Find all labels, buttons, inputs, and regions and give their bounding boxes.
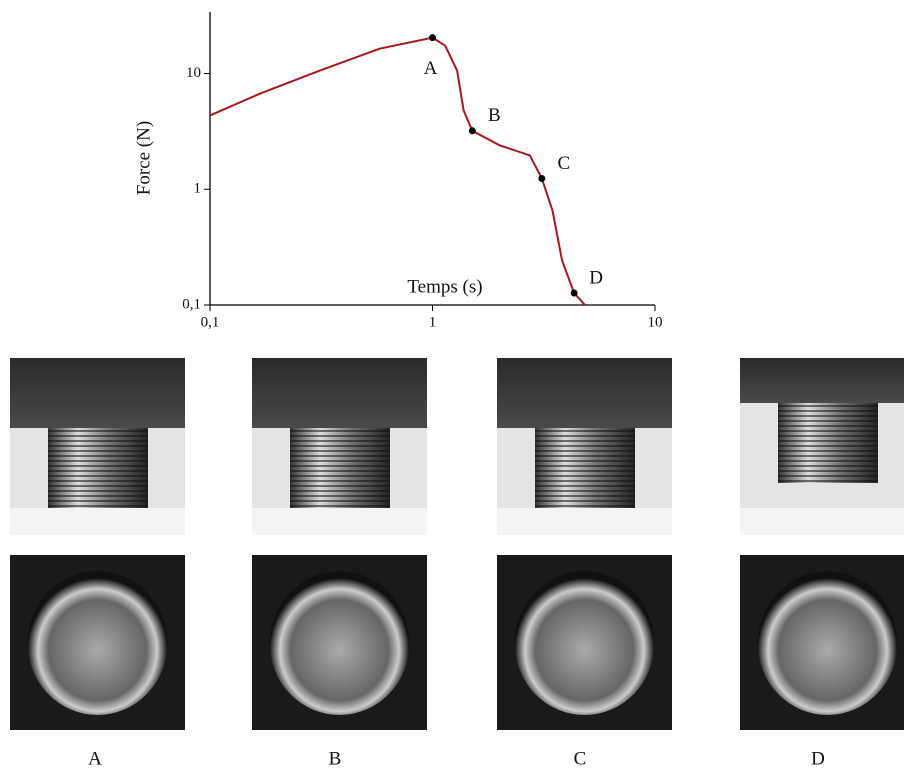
base-glow	[740, 508, 904, 535]
base-glow	[252, 508, 427, 535]
point-marker	[429, 34, 436, 42]
sample-dish	[27, 571, 168, 715]
point-label: B	[488, 105, 501, 126]
x-tick-label: 10	[648, 314, 663, 330]
photo-column	[740, 358, 904, 730]
x-tick-label: 1	[429, 314, 437, 330]
probe-threads	[48, 428, 148, 508]
point-label: D	[589, 267, 603, 288]
force-curve	[209, 36, 586, 306]
point-label: C	[557, 153, 570, 174]
point-marker	[468, 127, 476, 135]
x-tick-label: 0,1	[201, 314, 220, 330]
point-marker	[570, 289, 578, 297]
y-tick-label: 0,1	[182, 296, 201, 312]
y-tick-label: 1	[194, 181, 202, 197]
y-tick-label: 10	[186, 65, 201, 81]
probe-threads	[778, 403, 878, 483]
photo-column	[497, 358, 672, 730]
photo-column	[10, 358, 185, 730]
photo-label: C	[574, 748, 587, 769]
sample-dish	[514, 571, 655, 715]
sample-dish	[269, 571, 410, 715]
sample-dish	[757, 571, 898, 715]
plate	[10, 358, 185, 428]
point-label: A	[424, 58, 438, 79]
plate	[740, 358, 904, 403]
probe-threads	[290, 428, 390, 508]
x-axis-label: Temps (s)	[407, 276, 482, 297]
photo-column	[252, 358, 427, 730]
base-glow	[10, 508, 185, 535]
photo-label: A	[88, 748, 102, 769]
base-glow	[497, 508, 672, 535]
plate	[252, 358, 427, 428]
y-axis-label: Force (N)	[133, 121, 154, 195]
probe-threads	[535, 428, 635, 508]
photo-label: B	[329, 748, 342, 769]
photo-label: D	[811, 748, 825, 769]
point-marker	[538, 174, 546, 182]
plate	[497, 358, 672, 428]
